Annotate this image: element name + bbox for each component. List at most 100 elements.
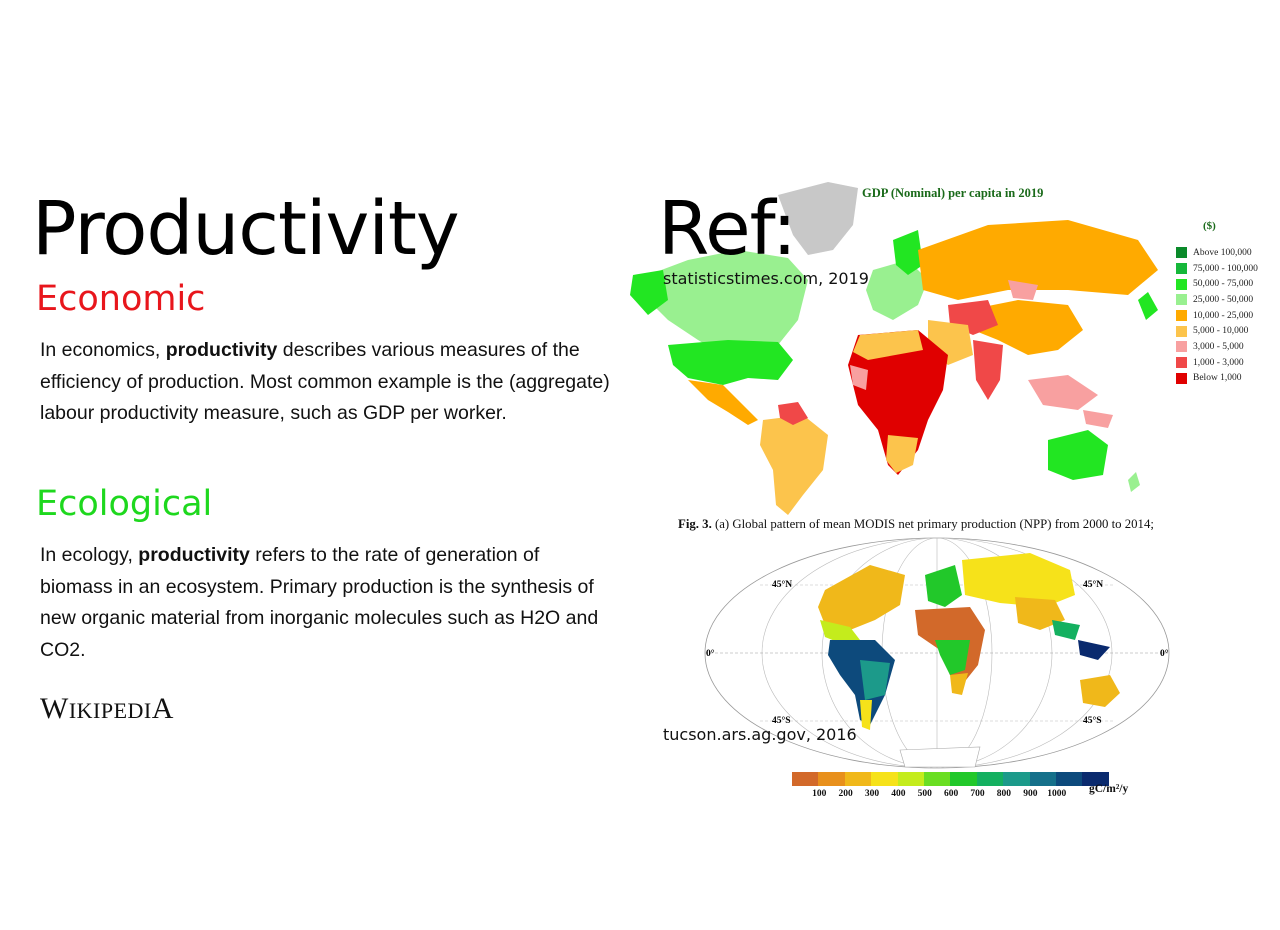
map-north-africa (853, 330, 923, 360)
scale-swatch (897, 772, 924, 786)
legend-swatch (1176, 294, 1187, 306)
economic-paragraph: In economics, productivity describes var… (40, 335, 615, 430)
wikipedia-logo: WIKIPEDIA (40, 692, 174, 725)
legend-label: 3,000 - 5,000 (1193, 341, 1244, 352)
map-south-america (760, 415, 828, 515)
map-se-asia (1028, 375, 1098, 410)
legend-label: Below 1,000 (1193, 373, 1242, 384)
map-russia (918, 220, 1158, 300)
npp-australia (1080, 675, 1120, 707)
legend-item: 3,000 - 5,000 (1176, 339, 1258, 355)
map-new-zealand (1128, 472, 1140, 492)
npp-world-map: 45°N 45°N 0° 0° 45°S 45°S (704, 537, 1170, 769)
legend-swatch (1176, 357, 1187, 369)
legend-swatch (1176, 325, 1187, 337)
lat-label-45s-left: 45°S (772, 715, 791, 726)
npp-russia (962, 553, 1075, 607)
ecological-text-end: refers to the rate of generation of biom… (40, 544, 599, 661)
ecological-heading: Ecological (36, 484, 213, 524)
scale-swatch (923, 772, 951, 786)
scale-tick-label: 300 (864, 789, 880, 799)
map-venezuela (778, 402, 808, 425)
npp-brazil (860, 660, 890, 700)
scale-tick-label: 900 (1023, 789, 1038, 799)
npp-south-africa (950, 673, 968, 695)
scale-swatch (1055, 772, 1083, 786)
scale-swatch (1003, 772, 1030, 786)
legend-item: 75,000 - 100,000 (1176, 261, 1258, 277)
npp-caption: Fig. 3. (a) Global pattern of mean MODIS… (678, 517, 1154, 532)
scale-swatch (950, 772, 977, 786)
scale-swatch (871, 772, 898, 786)
legend-swatch (1176, 341, 1187, 353)
scale-tick-label: 400 (891, 789, 906, 799)
legend-item: 5,000 - 10,000 (1176, 323, 1258, 339)
npp-patagonia (860, 700, 872, 730)
scale-swatch (792, 772, 819, 786)
map-greenland (778, 182, 858, 255)
scale-swatch (976, 772, 1004, 786)
gdp-map-title: GDP (Nominal) per capita in 2019 (862, 186, 1044, 200)
legend-swatch (1176, 278, 1187, 290)
legend-label: 25,000 - 50,000 (1193, 294, 1254, 305)
ref-heading: Ref: (658, 186, 797, 272)
legend-item: 25,000 - 50,000 (1176, 292, 1258, 308)
scale-tick-label: 500 (917, 789, 932, 799)
npp-central-america (820, 620, 860, 645)
legend-swatch (1176, 247, 1187, 259)
map-china (968, 300, 1083, 355)
scale-swatch (844, 772, 872, 786)
gdp-legend: Above 100,000 75,000 - 100,000 50,000 - 75… (1176, 245, 1258, 386)
legend-item: 1,000 - 3,000 (1176, 355, 1258, 371)
legend-item: Below 1,000 (1176, 371, 1258, 387)
economic-heading: Economic (36, 279, 206, 319)
gdp-map-unit: ($) (1203, 220, 1216, 232)
ecological-bold-term: productivity (138, 544, 250, 566)
map-india (973, 340, 1003, 400)
npp-caption-label: Fig. 3. (678, 517, 712, 531)
legend-label: 50,000 - 75,000 (1193, 279, 1254, 290)
map-europe (866, 260, 928, 320)
scale-tick-label: 100 (812, 789, 827, 799)
npp-north-america (818, 565, 905, 630)
ecological-paragraph: In ecology, productivity refers to the r… (40, 540, 615, 666)
lat-label-eq-left: 0° (706, 648, 715, 659)
ecological-text-start: In ecology, (40, 544, 139, 566)
economic-text-end: describes various measures of the effici… (40, 339, 610, 424)
npp-caption-text: (a) Global pattern of mean MODIS net pri… (711, 517, 1154, 531)
scale-swatch (1029, 772, 1056, 786)
legend-label: 75,000 - 100,000 (1193, 263, 1258, 274)
scale-tick-label: 1000 (1047, 789, 1067, 799)
scale-tick-label: 700 (970, 789, 985, 799)
map-usa (668, 340, 793, 385)
legend-item: 50,000 - 75,000 (1176, 276, 1258, 292)
map-southern-africa (886, 435, 918, 473)
npp-indonesia (1078, 640, 1110, 660)
legend-label: 5,000 - 10,000 (1193, 326, 1249, 337)
scale-tick-label: 800 (996, 789, 1012, 799)
map-mexico (688, 380, 758, 425)
map-africa (848, 330, 948, 475)
map-png (1083, 410, 1113, 428)
npp-scale-ticks: 100 200 300 400 500 600 700 800 900 1000 (806, 789, 1070, 799)
npp-amazon (828, 640, 895, 725)
scale-swatch (818, 772, 845, 786)
legend-label: 1,000 - 3,000 (1193, 357, 1244, 368)
scale-swatch (1082, 772, 1109, 786)
npp-europe (925, 565, 962, 607)
lat-label-eq-right: 0° (1160, 648, 1169, 659)
economic-bold-term: productivity (165, 339, 278, 361)
legend-label: Above 100,000 (1193, 247, 1252, 258)
legend-item: Above 100,000 (1176, 245, 1258, 261)
map-scandinavia (893, 230, 923, 275)
map-mongolia (1008, 280, 1038, 300)
map-alaska (630, 270, 668, 315)
gdp-world-map (630, 182, 1158, 515)
npp-scale-unit: gC/m²/y (1089, 783, 1129, 795)
gdp-source: statisticstimes.com, 2019 (663, 269, 869, 288)
lat-label-45s-right: 45°S (1083, 715, 1102, 726)
scale-tick-label: 600 (944, 789, 959, 799)
legend-swatch (1176, 310, 1187, 322)
economic-text-start: In economics, (40, 339, 166, 361)
page-title: Productivity (32, 186, 460, 272)
